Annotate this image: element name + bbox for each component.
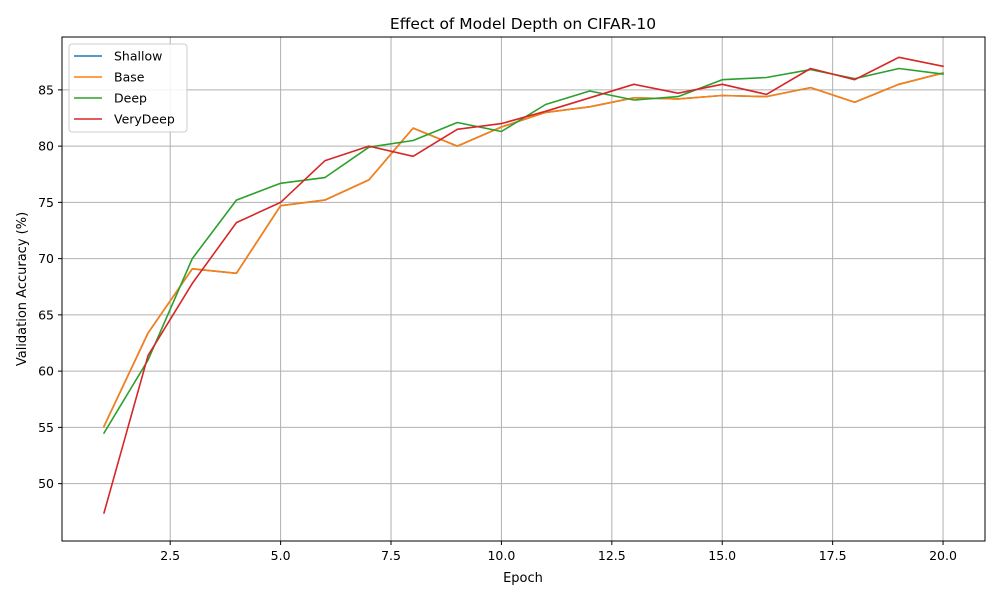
x-tick-label: 17.5 — [819, 548, 847, 563]
grid — [62, 37, 985, 541]
y-tick-label: 85 — [38, 82, 54, 97]
x-tick-label: 5.0 — [271, 548, 291, 563]
chart-title: Effect of Model Depth on CIFAR-10 — [390, 15, 656, 33]
legend-label-verydeep: VeryDeep — [114, 112, 175, 127]
series-line-base — [102, 72, 944, 428]
plot-frame — [61, 36, 986, 542]
x-tick-label: 7.5 — [381, 548, 401, 563]
legend-label-base: Base — [114, 70, 145, 85]
series-line-verydeep — [103, 56, 944, 514]
x-axis-title: Epoch — [503, 571, 543, 586]
y-tick-label: 65 — [38, 307, 54, 322]
x-tick-label: 10.0 — [487, 548, 515, 563]
legend-box — [68, 43, 188, 133]
legend: Shallow Base Deep VeryDeep — [68, 43, 188, 133]
legend-label-shallow: Shallow — [114, 49, 162, 64]
x-tick-label: 20.0 — [929, 548, 957, 563]
series-lines — [102, 56, 944, 514]
x-tick-label: 2.5 — [160, 548, 180, 563]
legend-entries: Shallow Base Deep VeryDeep — [74, 49, 175, 127]
y-axis-title: Validation Accuracy (%) — [15, 212, 30, 366]
y-tick-label: 80 — [38, 139, 54, 154]
y-tick-label: 75 — [38, 195, 54, 210]
x-tick-label: 15.0 — [708, 548, 736, 563]
y-tick-label: 60 — [38, 364, 54, 379]
y-tick-label: 55 — [38, 420, 54, 435]
y-tick-label: 70 — [38, 251, 54, 266]
axis-ticks: 2.5 5.0 7.5 10.0 12.5 15.0 17.5 20.0 50 55 60 65 70 7… — [38, 82, 957, 563]
x-tick-label: 12.5 — [598, 548, 626, 563]
y-tick-label: 50 — [38, 476, 54, 491]
legend-label-deep: Deep — [114, 91, 147, 106]
